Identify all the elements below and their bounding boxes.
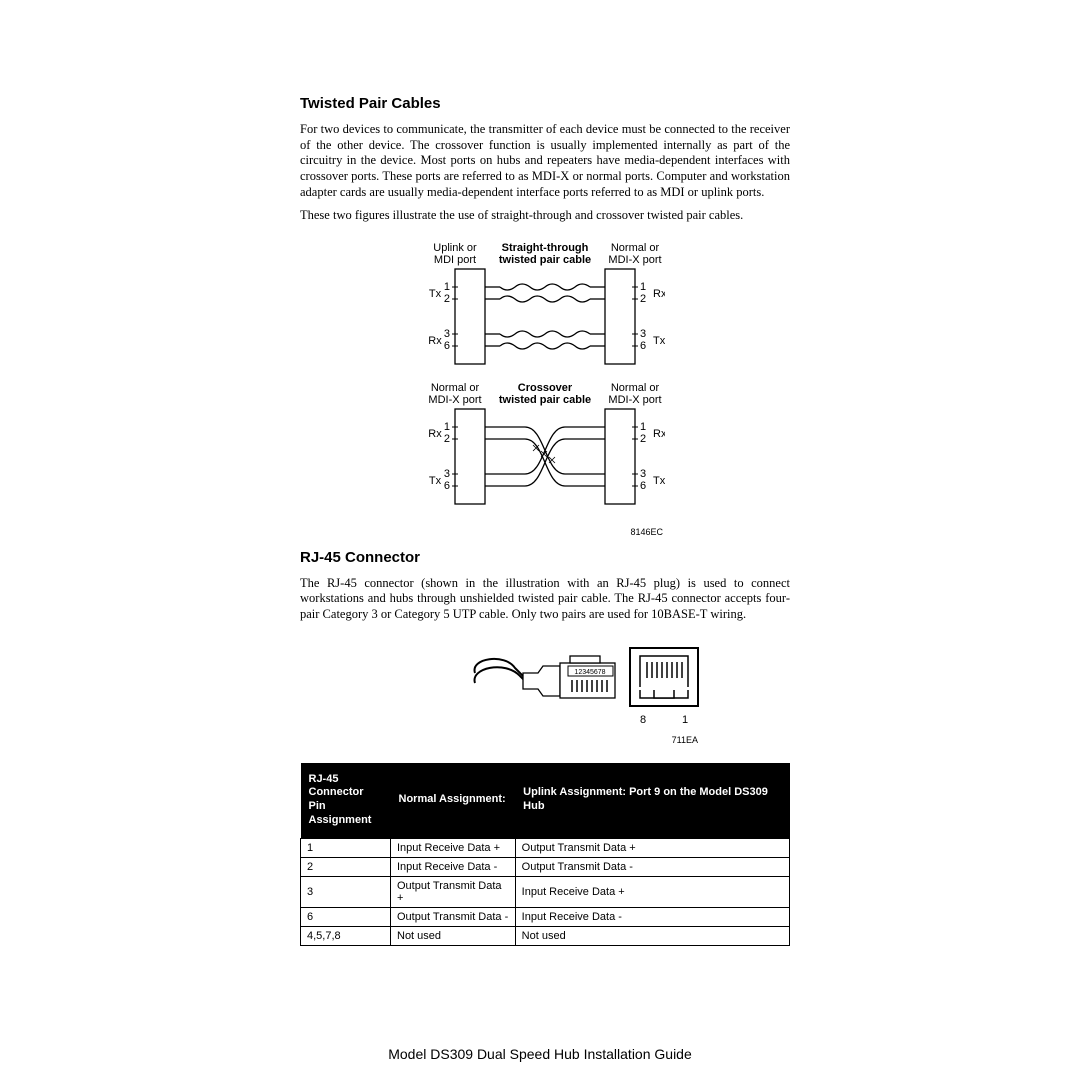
svg-text:6: 6	[444, 480, 450, 492]
svg-text:Tx: Tx	[653, 475, 665, 487]
svg-text:3: 3	[640, 468, 646, 480]
svg-text:1: 1	[640, 421, 646, 433]
para-2: These two figures illustrate the use of …	[300, 208, 790, 224]
svg-text:Tx: Tx	[429, 288, 442, 300]
svg-text:Tx: Tx	[429, 475, 442, 487]
svg-text:3: 3	[444, 328, 450, 340]
col-pin: RJ-45ConnectorPin Assignment	[301, 763, 391, 839]
plug-pin-numbers: 12345678	[574, 669, 605, 676]
pin-assignment-table: RJ-45ConnectorPin Assignment Normal Assi…	[300, 763, 790, 946]
svg-text:8: 8	[640, 714, 646, 726]
svg-text:2: 2	[640, 293, 646, 305]
svg-text:Rx: Rx	[428, 335, 442, 347]
svg-text:MDI-X port: MDI-X port	[608, 394, 661, 406]
svg-text:1: 1	[444, 281, 450, 293]
table-row: 2Input Receive Data -Output Transmit Dat…	[301, 857, 790, 876]
svg-text:1: 1	[444, 421, 450, 433]
svg-text:2: 2	[444, 433, 450, 445]
table-row: 1Input Receive Data +Output Transmit Dat…	[301, 838, 790, 857]
svg-text:2: 2	[640, 433, 646, 445]
svg-text:6: 6	[640, 480, 646, 492]
svg-text:Rx: Rx	[653, 288, 665, 300]
figure2-code: 711EA	[672, 735, 698, 745]
svg-text:2: 2	[444, 293, 450, 305]
svg-text:Normal or: Normal or	[431, 382, 480, 394]
svg-text:3: 3	[444, 468, 450, 480]
svg-text:6: 6	[444, 340, 450, 352]
svg-text:Tx: Tx	[653, 335, 665, 347]
rj45-svg: 12345678	[470, 638, 720, 753]
heading-rj45: RJ-45 Connector	[300, 549, 790, 566]
svg-text:6: 6	[640, 340, 646, 352]
svg-text:3: 3	[640, 328, 646, 340]
page-content: Twisted Pair Cables For two devices to c…	[300, 95, 790, 946]
svg-text:MDI-X port: MDI-X port	[428, 394, 481, 406]
heading-twisted-pair: Twisted Pair Cables	[300, 95, 790, 112]
cable-diagram-svg: Uplink or MDI port Straight-through twis…	[425, 239, 665, 539]
figure-rj45: 12345678	[300, 638, 790, 753]
svg-text:1: 1	[640, 281, 646, 293]
figure1-code: 8146EC	[630, 527, 663, 537]
svg-text:Normal or: Normal or	[611, 382, 660, 394]
svg-text:Rx: Rx	[653, 428, 665, 440]
figure-cable-diagram: Uplink or MDI port Straight-through twis…	[300, 239, 790, 539]
col-uplink: Uplink Assignment: Port 9 on the Model D…	[515, 763, 789, 839]
para-3: The RJ-45 connector (shown in the illust…	[300, 576, 790, 623]
table-header-row: RJ-45ConnectorPin Assignment Normal Assi…	[301, 763, 790, 839]
svg-text:Rx: Rx	[428, 428, 442, 440]
svg-text:MDI port: MDI port	[434, 254, 476, 266]
table-row: 6Output Transmit Data -Input Receive Dat…	[301, 907, 790, 926]
svg-text:Uplink or: Uplink or	[433, 242, 477, 254]
svg-text:Crossover: Crossover	[518, 382, 573, 394]
svg-text:twisted pair cable: twisted pair cable	[499, 254, 591, 266]
svg-text:Normal or: Normal or	[611, 242, 660, 254]
para-1: For two devices to communicate, the tran…	[300, 122, 790, 200]
svg-text:Straight-through: Straight-through	[502, 242, 589, 254]
svg-text:twisted pair cable: twisted pair cable	[499, 394, 591, 406]
page-footer: Model DS309 Dual Speed Hub Installation …	[0, 1046, 1080, 1062]
table-row: 3Output Transmit Data +Input Receive Dat…	[301, 876, 790, 907]
svg-text:MDI-X port: MDI-X port	[608, 254, 661, 266]
svg-text:1: 1	[682, 714, 688, 726]
table-row: 4,5,7,8Not usedNot used	[301, 926, 790, 945]
col-normal: Normal Assignment:	[391, 763, 516, 839]
